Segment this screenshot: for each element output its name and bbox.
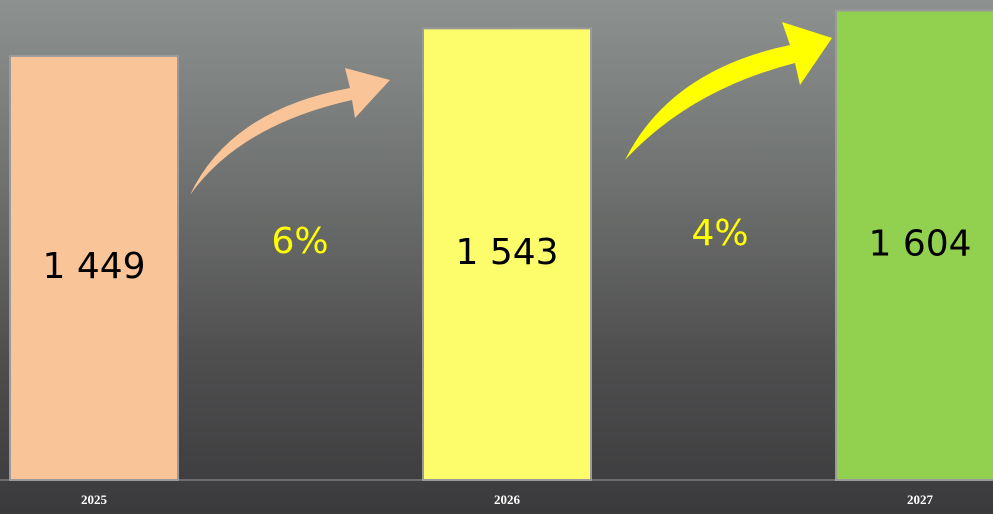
x-tick-label: 2025 [81,492,108,507]
x-tick-label: 2027 [907,492,934,507]
growth-arrow [625,22,832,160]
value-label: 1 449 [42,246,145,287]
x-tick-label: 2026 [494,492,521,507]
bar [9,54,179,482]
bar [422,27,592,481]
growth-arrow [190,68,390,195]
growth-label: 6% [271,221,328,262]
bar [835,9,993,481]
value-label: 1 543 [455,232,558,273]
value-label: 1 604 [868,223,971,264]
growth-label: 4% [691,213,748,254]
